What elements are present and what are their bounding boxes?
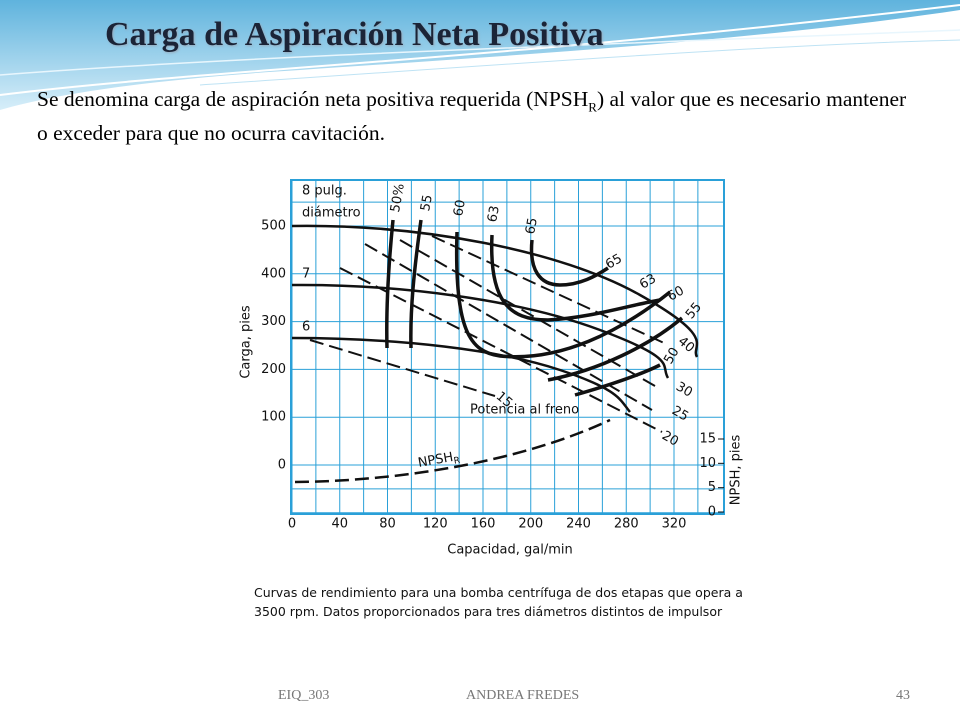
curve bbox=[409, 219, 423, 349]
text: Se denomina carga de aspiración neta pos… bbox=[37, 87, 589, 111]
diameter-label: 7 bbox=[302, 267, 310, 282]
efficiency-label: 63 bbox=[637, 271, 659, 292]
x-tick-label: 240 bbox=[566, 517, 591, 532]
efficiency-label: 65 bbox=[523, 217, 541, 236]
grid bbox=[291, 180, 724, 514]
y-tick-label: 400 bbox=[261, 266, 286, 281]
efficiency-curves bbox=[385, 219, 684, 397]
curve bbox=[547, 316, 684, 382]
y-tick-label: 300 bbox=[261, 314, 286, 329]
footer-left: EIQ_303 bbox=[278, 688, 330, 703]
x-tick-label: 200 bbox=[518, 517, 543, 532]
body-text: Se denomina carga de aspiración neta pos… bbox=[37, 86, 917, 147]
y2-tick-label: 0 bbox=[708, 505, 716, 520]
efficiency-label: 63 bbox=[485, 205, 503, 224]
line bbox=[309, 339, 496, 397]
subscript: R bbox=[588, 99, 597, 115]
efficiency-label: 60 bbox=[451, 199, 469, 218]
power-label: 25 bbox=[669, 403, 691, 424]
diameter-label: 6 bbox=[302, 320, 310, 335]
efficiency-label: 65 bbox=[603, 251, 625, 272]
footer-center: ANDREA FREDES bbox=[466, 688, 580, 703]
y2-tick-label: 5 bbox=[708, 480, 716, 495]
efficiency-label: 50% bbox=[388, 182, 408, 213]
y2-tick-label: 15 bbox=[699, 432, 716, 447]
npsh-label: NPSHR bbox=[417, 448, 461, 472]
y-tick-label: 500 bbox=[261, 219, 286, 234]
diameter-label: diámetro bbox=[302, 206, 361, 221]
x-tick-label: 320 bbox=[662, 517, 687, 532]
y-tick-label: 0 bbox=[278, 458, 286, 473]
line bbox=[431, 235, 665, 344]
efficiency-label: 60 bbox=[665, 283, 687, 304]
page-number: 43 bbox=[896, 688, 910, 703]
y-tick-label: 200 bbox=[261, 362, 286, 377]
plot-area bbox=[290, 179, 725, 515]
text: ) al valor que es necesario mantener o e… bbox=[37, 87, 907, 146]
figure-caption: Curvas de rendimiento para una bomba cen… bbox=[254, 585, 743, 619]
efficiency-label: 55 bbox=[418, 194, 436, 213]
line bbox=[399, 239, 656, 387]
x-tick-label: 280 bbox=[614, 517, 639, 532]
y-tick-label: 100 bbox=[261, 410, 286, 425]
power-title: Potencia al freno bbox=[470, 403, 579, 418]
labels: 8 pulg. diámetro 7 6 50% 55 60 63 65 65 … bbox=[239, 182, 744, 557]
efficiency-label: 50 bbox=[661, 345, 682, 367]
power-label: 20 bbox=[659, 428, 681, 449]
y-axis-label: Carga, pies bbox=[239, 305, 254, 379]
power-lines bbox=[309, 235, 665, 433]
curve bbox=[385, 219, 395, 349]
line bbox=[339, 267, 663, 433]
y2-axis-label: NPSH, pies bbox=[729, 435, 744, 506]
x-tick-label: 120 bbox=[423, 517, 448, 532]
wave-line bbox=[199, 39, 960, 86]
x-tick-label: 80 bbox=[379, 517, 396, 532]
curve bbox=[489, 234, 661, 322]
line bbox=[364, 243, 653, 411]
slide-title: Carga de Aspiración Neta Positiva bbox=[105, 16, 604, 53]
y2-tick-label: 10 bbox=[699, 456, 716, 471]
wave-line bbox=[0, 4, 960, 96]
power-label: 30 bbox=[673, 379, 695, 400]
x-tick-label: 0 bbox=[288, 517, 296, 532]
figure: 8 pulg. diámetro 7 6 50% 55 60 63 65 65 … bbox=[232, 175, 760, 661]
curve bbox=[529, 239, 609, 287]
wave-line bbox=[0, 29, 960, 76]
npsh-curve bbox=[294, 418, 611, 484]
curve bbox=[291, 336, 631, 413]
wave bbox=[0, 0, 960, 110]
curve bbox=[291, 224, 699, 358]
x-tick-label: 40 bbox=[331, 517, 348, 532]
header-decoration bbox=[0, 0, 960, 110]
text: NPSH bbox=[417, 449, 455, 470]
x-tick-label: 160 bbox=[471, 517, 496, 532]
curve bbox=[574, 363, 661, 397]
diameter-label: 8 pulg. bbox=[302, 184, 347, 199]
x-axis-label: Capacidad, gal/min bbox=[447, 543, 572, 558]
subscript: R bbox=[453, 455, 461, 466]
